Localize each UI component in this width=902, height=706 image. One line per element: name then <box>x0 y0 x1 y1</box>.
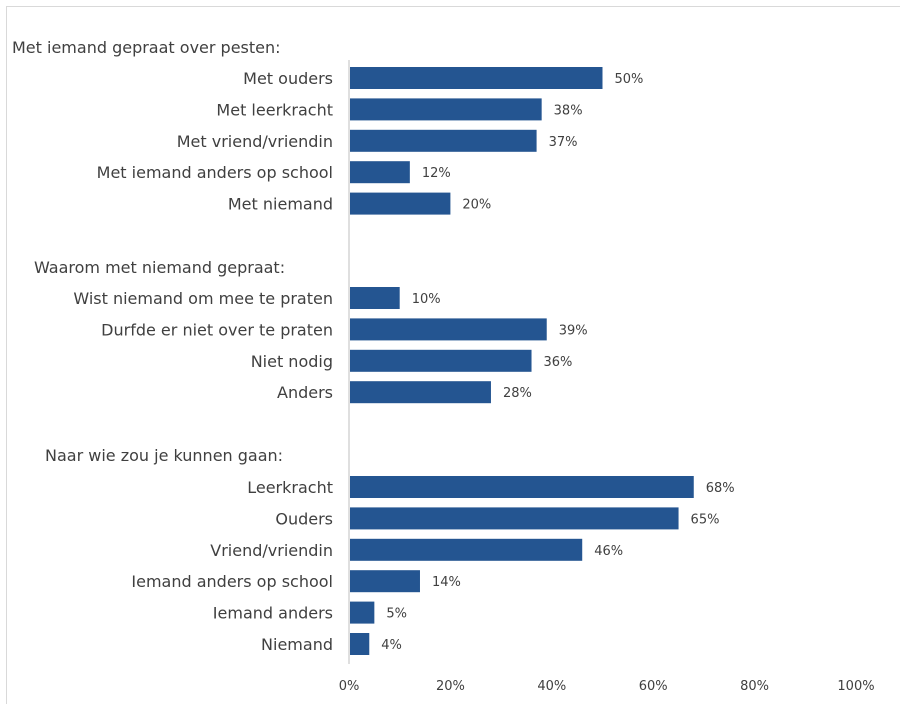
category-label: Durfde er niet over te praten <box>101 320 333 339</box>
bar <box>350 570 420 593</box>
x-tick-label: 0% <box>339 679 360 694</box>
group-heading: Met iemand gepraat over pesten: <box>12 38 281 57</box>
category-label: Wist niemand om mee te praten <box>73 289 333 308</box>
data-label: 5% <box>386 607 407 622</box>
bar <box>350 98 542 121</box>
data-label: 68% <box>706 481 735 496</box>
x-tick-label: 40% <box>537 679 566 694</box>
bar <box>350 476 694 498</box>
x-tick-label: 60% <box>639 679 668 694</box>
group-heading: Naar wie zou je kunnen gaan: <box>45 446 283 465</box>
data-label: 14% <box>432 575 461 590</box>
category-label: Anders <box>277 383 333 402</box>
x-tick-label: 20% <box>436 679 465 694</box>
category-label: Met leerkracht <box>216 100 333 119</box>
data-label: 36% <box>544 355 573 370</box>
category-label: Niet nodig <box>251 352 333 371</box>
data-label: 10% <box>412 292 441 307</box>
category-label: Met vriend/vriendin <box>177 132 333 151</box>
category-label: Met iemand anders op school <box>97 163 333 182</box>
category-label: Vriend/vriendin <box>210 541 333 560</box>
category-label: Iemand anders <box>213 604 333 623</box>
data-label: 37% <box>549 135 578 150</box>
chart-frame <box>6 6 900 704</box>
data-label: 4% <box>381 638 402 653</box>
bar <box>350 381 491 404</box>
bar <box>350 67 603 89</box>
bar <box>350 192 451 215</box>
category-label: Ouders <box>275 509 333 528</box>
x-tick-label: 80% <box>740 679 769 694</box>
bar <box>350 507 679 530</box>
bar <box>350 633 370 655</box>
data-label: 65% <box>691 512 720 527</box>
data-label: 12% <box>422 166 451 181</box>
group-heading: Waarom met niemand gepraat: <box>34 258 285 277</box>
bar <box>350 161 410 184</box>
data-label: 50% <box>615 72 644 87</box>
bar <box>350 349 532 372</box>
category-label: Leerkracht <box>247 478 333 497</box>
x-tick-label: 100% <box>837 679 874 694</box>
data-label: 38% <box>554 103 583 118</box>
data-label: 20% <box>462 198 491 213</box>
category-label: Iemand anders op school <box>131 572 333 591</box>
category-label: Niemand <box>261 635 333 654</box>
bar <box>350 601 375 624</box>
data-label: 28% <box>503 386 532 401</box>
bar <box>350 287 400 309</box>
bar <box>350 318 547 341</box>
bar <box>350 538 583 561</box>
category-label: Met niemand <box>228 195 333 214</box>
data-label: 39% <box>559 323 588 338</box>
category-label: Met ouders <box>243 69 333 88</box>
data-label: 46% <box>594 544 623 559</box>
bar <box>350 129 537 152</box>
